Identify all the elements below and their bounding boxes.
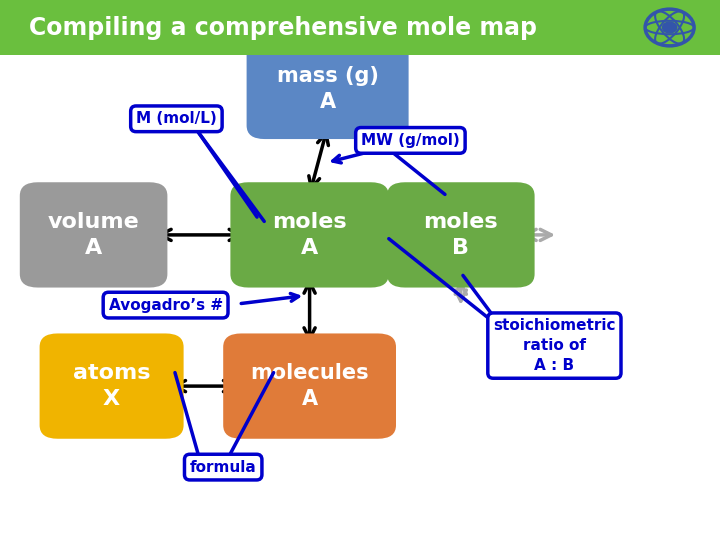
FancyBboxPatch shape <box>0 0 720 55</box>
Circle shape <box>662 22 677 33</box>
FancyBboxPatch shape <box>40 333 184 438</box>
Text: molecules
A: molecules A <box>251 363 369 409</box>
Text: MW (g/mol): MW (g/mol) <box>361 133 460 148</box>
FancyBboxPatch shape <box>20 183 167 287</box>
Text: mass (g)
A: mass (g) A <box>276 66 379 112</box>
Text: volume
A: volume A <box>48 212 140 258</box>
Text: moles
A: moles A <box>272 212 347 258</box>
FancyBboxPatch shape <box>387 183 534 287</box>
FancyBboxPatch shape <box>223 333 396 438</box>
Text: M (mol/L): M (mol/L) <box>136 111 217 126</box>
Text: stoichiometric
ratio of
A : B: stoichiometric ratio of A : B <box>493 318 616 373</box>
Text: atoms
X: atoms X <box>73 363 150 409</box>
Text: moles
B: moles B <box>423 212 498 258</box>
FancyBboxPatch shape <box>246 39 409 139</box>
Text: Compiling a comprehensive mole map: Compiling a comprehensive mole map <box>29 16 537 39</box>
Text: formula: formula <box>190 460 256 475</box>
FancyBboxPatch shape <box>230 183 389 287</box>
Text: Avogadro’s #: Avogadro’s # <box>109 298 222 313</box>
